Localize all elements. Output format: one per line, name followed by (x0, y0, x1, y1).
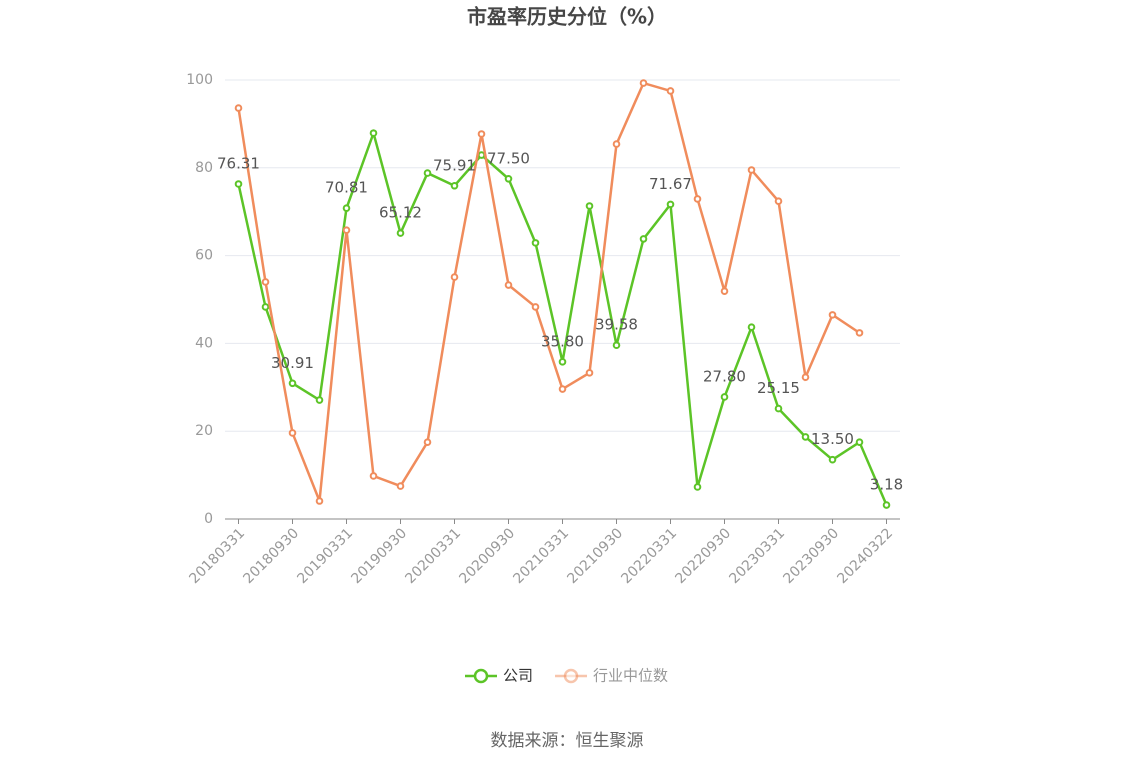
series-line (237, 81, 861, 502)
data-point (882, 501, 891, 509)
data-point (504, 281, 513, 289)
data-point (423, 169, 432, 177)
x-tick-label: 20180331 (186, 525, 248, 587)
data-label: 77.50 (487, 149, 530, 167)
data-point (234, 104, 243, 112)
data-point (666, 87, 675, 95)
y-tick-label: 80 (195, 160, 213, 176)
data-point (855, 329, 864, 337)
data-label: 70.81 (325, 179, 368, 197)
data-label: 71.67 (649, 175, 692, 193)
data-point (585, 369, 594, 377)
y-tick-label: 20 (195, 423, 213, 439)
data-point (531, 239, 540, 247)
data-point (855, 438, 864, 446)
data-point (639, 79, 648, 87)
x-tick-label: 20240322 (834, 525, 896, 587)
x-tick-label: 20210930 (564, 525, 626, 587)
data-point (288, 429, 297, 437)
data-point (396, 482, 405, 490)
data-label: 3.18 (870, 476, 903, 494)
legend-label[interactable]: 行业中位数 (593, 667, 668, 685)
x-tick-label: 20200930 (456, 525, 518, 587)
data-point (801, 373, 810, 382)
y-tick-label: 60 (195, 248, 213, 264)
y-tick-label: 0 (204, 511, 213, 527)
data-label: 65.12 (379, 204, 422, 222)
data-point (369, 472, 378, 480)
data-point (477, 151, 486, 159)
legend-label[interactable]: 公司 (503, 667, 533, 685)
data-point (261, 303, 270, 311)
data-point (396, 229, 405, 237)
data-point (342, 204, 351, 212)
data-point (450, 273, 459, 281)
data-label: 35.80 (541, 332, 584, 350)
data-point (558, 385, 567, 393)
x-tick-label: 20220331 (618, 525, 680, 587)
data-point (315, 396, 324, 404)
data-point (801, 433, 810, 441)
data-point (774, 404, 783, 413)
y-tick-label: 40 (195, 335, 213, 351)
data-point (585, 202, 594, 210)
data-point (639, 235, 648, 243)
data-point (774, 197, 783, 205)
legend-icon[interactable] (563, 668, 579, 684)
x-tick-label: 20190930 (348, 525, 410, 587)
data-label: 76.31 (217, 154, 260, 172)
data-label: 27.80 (703, 367, 746, 385)
x-tick-label: 20190331 (294, 525, 356, 587)
data-point (531, 303, 540, 311)
data-point (720, 393, 729, 401)
data-point (261, 278, 270, 286)
data-point (747, 166, 756, 174)
data-label: 75.91 (433, 156, 476, 174)
x-tick-label: 20210331 (510, 525, 572, 587)
data-point (288, 379, 297, 388)
data-point (828, 455, 837, 464)
data-point (450, 181, 459, 190)
x-tick-label: 20230930 (780, 525, 842, 587)
data-point (477, 130, 486, 138)
data-point (315, 497, 324, 505)
data-point (369, 129, 378, 137)
chart-title: 市盈率历史分位（%） (467, 5, 667, 29)
data-point (558, 358, 567, 366)
legend-icon[interactable] (473, 668, 489, 684)
y-tick-label: 100 (186, 72, 213, 88)
data-label: 39.58 (595, 316, 638, 334)
source: 数据来源：恒生聚源 (491, 731, 644, 751)
data-point (342, 226, 351, 234)
data-point (693, 483, 702, 491)
data-point (612, 341, 621, 350)
data-point (423, 438, 432, 446)
data-point (720, 287, 729, 295)
data-point (693, 195, 702, 203)
x-tick-label: 20200331 (402, 525, 464, 587)
x-tick-label: 20220930 (672, 525, 734, 587)
data-point (504, 174, 513, 183)
data-label: 25.15 (757, 379, 800, 397)
x-tick-label: 20180930 (240, 525, 302, 587)
data-point (828, 311, 837, 319)
data-point (747, 323, 756, 331)
data-point (666, 200, 675, 209)
data-label: 30.91 (271, 354, 314, 372)
data-label: 13.50 (811, 430, 854, 448)
x-tick-label: 20230331 (726, 525, 788, 587)
data-point (234, 180, 243, 188)
data-point (612, 140, 621, 148)
